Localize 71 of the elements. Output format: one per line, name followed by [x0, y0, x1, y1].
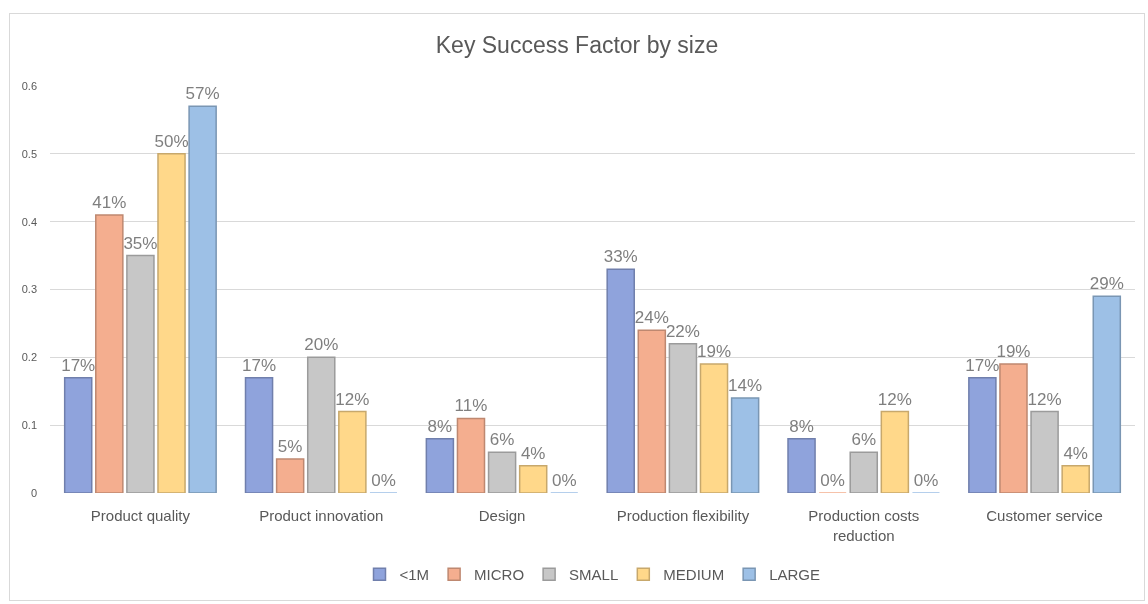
bar: [1061, 465, 1090, 493]
bar: [306, 356, 336, 493]
legend-label: SMALL: [569, 566, 619, 583]
data-label: 33%: [603, 247, 638, 267]
data-label: 4%: [1063, 443, 1088, 463]
data-label: 17%: [61, 355, 96, 375]
bar: [968, 376, 997, 493]
bar: [880, 410, 910, 493]
bar: [425, 437, 455, 493]
x-tick-label: Production costs reduction: [808, 507, 920, 544]
bar: [456, 417, 486, 493]
data-label: 17%: [242, 355, 277, 375]
bar: [999, 363, 1028, 493]
x-tick-label: Customer service: [986, 507, 1103, 524]
legend-label: LARGE: [769, 566, 820, 583]
data-label: 12%: [335, 389, 370, 409]
data-label: 5%: [277, 437, 303, 457]
bar: [1030, 410, 1059, 493]
data-label: 50%: [154, 131, 189, 151]
bar: [518, 465, 548, 493]
data-label: 57%: [185, 84, 220, 104]
data-label: 8%: [789, 416, 814, 436]
y-tick-label: 0.1: [21, 419, 37, 432]
data-label: 41%: [92, 192, 127, 212]
bar: [338, 410, 367, 493]
bar: [668, 343, 698, 493]
chart-title: Key Success Factor by size: [435, 32, 719, 59]
y-tick-label: 0.5: [21, 147, 37, 160]
bar: [244, 376, 274, 493]
legend-label: <1M: [399, 566, 430, 583]
x-tick-label: Design: [478, 507, 526, 524]
data-label: 12%: [1027, 389, 1062, 409]
y-tick-label: 0.4: [21, 215, 37, 228]
data-label: 4%: [520, 443, 546, 463]
data-label: 14%: [728, 376, 763, 396]
bar: [157, 153, 186, 493]
data-label: 6%: [489, 430, 515, 450]
data-label: 0%: [820, 471, 845, 490]
y-tick-label: 0: [30, 486, 37, 499]
bar: [95, 214, 124, 493]
bar: [487, 451, 517, 493]
bar: [275, 458, 305, 493]
data-label: 11%: [454, 396, 488, 416]
bar: [126, 254, 155, 493]
x-tick-label: Product quality: [90, 507, 191, 524]
bar: [787, 437, 816, 493]
y-tick-label: 0.3: [21, 283, 37, 296]
bar: [63, 376, 93, 493]
bar: [849, 451, 879, 493]
legend-label: MICRO: [474, 566, 525, 583]
data-label: 29%: [1089, 274, 1124, 294]
data-label: 19%: [697, 342, 732, 362]
bar: [637, 329, 667, 493]
legend-label: MEDIUM: [663, 566, 725, 583]
bar: [188, 105, 217, 493]
data-label: 0%: [371, 471, 396, 490]
data-label: 8%: [427, 416, 453, 436]
y-tick-label: 0.2: [21, 351, 37, 364]
data-label: 20%: [304, 335, 339, 355]
data-label: 0%: [552, 471, 577, 490]
y-tick-label: 0.6: [21, 79, 37, 92]
bar: [606, 268, 635, 493]
data-label: 35%: [123, 233, 158, 253]
data-label: 6%: [851, 430, 877, 450]
x-tick-label: Product innovation: [259, 507, 384, 524]
bar: [699, 363, 729, 493]
bar: [730, 397, 760, 493]
bar: [1092, 295, 1122, 493]
data-label: 12%: [877, 389, 912, 409]
data-label: 0%: [913, 471, 939, 490]
x-tick-label: Production flexibility: [616, 507, 750, 524]
